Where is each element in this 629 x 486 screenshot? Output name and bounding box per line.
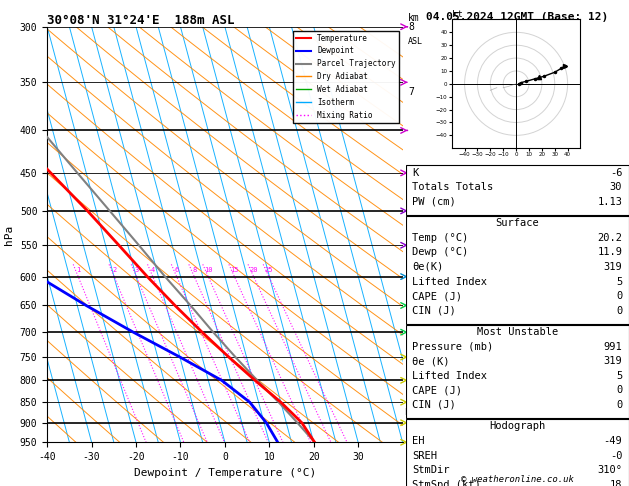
- Text: 0: 0: [616, 400, 622, 410]
- Text: 10: 10: [204, 267, 213, 273]
- Text: 6: 6: [408, 168, 414, 178]
- Text: 7: 7: [408, 87, 414, 98]
- Text: 5: 5: [616, 277, 622, 287]
- Text: LCL: LCL: [404, 408, 419, 417]
- Text: CAPE (J): CAPE (J): [413, 385, 462, 396]
- Text: 5: 5: [408, 234, 414, 243]
- Text: 0: 0: [616, 385, 622, 396]
- Text: θe (K): θe (K): [413, 356, 450, 366]
- Text: 0: 0: [616, 306, 622, 316]
- Text: -0: -0: [610, 451, 622, 461]
- Text: θe(K): θe(K): [413, 262, 443, 272]
- Text: K: K: [413, 168, 419, 178]
- Text: 04.05.2024 12GMT (Base: 12): 04.05.2024 12GMT (Base: 12): [426, 12, 608, 22]
- Text: PW (cm): PW (cm): [413, 197, 456, 207]
- Text: 1.13: 1.13: [598, 197, 622, 207]
- Text: 20.2: 20.2: [598, 233, 622, 243]
- Text: EH: EH: [413, 436, 425, 446]
- Text: Hodograph: Hodograph: [489, 421, 545, 432]
- Text: CIN (J): CIN (J): [413, 306, 456, 316]
- FancyBboxPatch shape: [406, 165, 629, 215]
- Text: Mixing Ratio (g/kg): Mixing Ratio (g/kg): [438, 179, 448, 290]
- Text: SREH: SREH: [413, 451, 437, 461]
- FancyBboxPatch shape: [406, 419, 629, 486]
- Text: 4: 4: [408, 295, 414, 305]
- Text: 1: 1: [76, 267, 81, 273]
- Text: 1: 1: [408, 418, 414, 428]
- Text: 30°08'N 31°24'E  188m ASL: 30°08'N 31°24'E 188m ASL: [47, 14, 235, 27]
- Text: 3: 3: [408, 327, 414, 337]
- Legend: Temperature, Dewpoint, Parcel Trajectory, Dry Adiabat, Wet Adiabat, Isotherm, Mi: Temperature, Dewpoint, Parcel Trajectory…: [292, 31, 399, 122]
- Text: 2: 2: [112, 267, 116, 273]
- Text: 5: 5: [616, 371, 622, 381]
- Text: 310°: 310°: [598, 465, 622, 475]
- Text: 18: 18: [610, 480, 622, 486]
- Text: Dewp (°C): Dewp (°C): [413, 247, 469, 258]
- Text: CAPE (J): CAPE (J): [413, 291, 462, 301]
- Text: km: km: [408, 13, 420, 22]
- Text: 3: 3: [134, 267, 138, 273]
- Text: 11.9: 11.9: [598, 247, 622, 258]
- Text: 8: 8: [408, 22, 414, 32]
- Text: kt: kt: [452, 10, 462, 19]
- Text: Pressure (mb): Pressure (mb): [413, 342, 494, 352]
- Text: 319: 319: [604, 356, 622, 366]
- Text: 319: 319: [604, 262, 622, 272]
- Text: 30: 30: [610, 182, 622, 192]
- Text: Lifted Index: Lifted Index: [413, 277, 487, 287]
- Text: CIN (J): CIN (J): [413, 400, 456, 410]
- Text: 6: 6: [175, 267, 179, 273]
- Text: -49: -49: [604, 436, 622, 446]
- Text: 15: 15: [230, 267, 238, 273]
- Text: Temp (°C): Temp (°C): [413, 233, 469, 243]
- Text: 991: 991: [604, 342, 622, 352]
- Text: 0: 0: [616, 291, 622, 301]
- Text: StmDir: StmDir: [413, 465, 450, 475]
- Text: Most Unstable: Most Unstable: [477, 327, 558, 337]
- Text: Surface: Surface: [496, 218, 539, 228]
- Text: ASL: ASL: [408, 37, 423, 46]
- FancyBboxPatch shape: [406, 325, 629, 418]
- Text: 25: 25: [265, 267, 273, 273]
- Y-axis label: hPa: hPa: [4, 225, 14, 244]
- Text: Lifted Index: Lifted Index: [413, 371, 487, 381]
- Text: StmSpd (kt): StmSpd (kt): [413, 480, 481, 486]
- X-axis label: Dewpoint / Temperature (°C): Dewpoint / Temperature (°C): [134, 468, 316, 478]
- FancyBboxPatch shape: [406, 216, 629, 324]
- Text: 4: 4: [151, 267, 155, 273]
- Text: -6: -6: [610, 168, 622, 178]
- Text: 20: 20: [249, 267, 258, 273]
- Text: Totals Totals: Totals Totals: [413, 182, 494, 192]
- Text: 2: 2: [408, 375, 414, 385]
- Text: 8: 8: [192, 267, 196, 273]
- Text: © weatheronline.co.uk: © weatheronline.co.uk: [461, 474, 574, 484]
